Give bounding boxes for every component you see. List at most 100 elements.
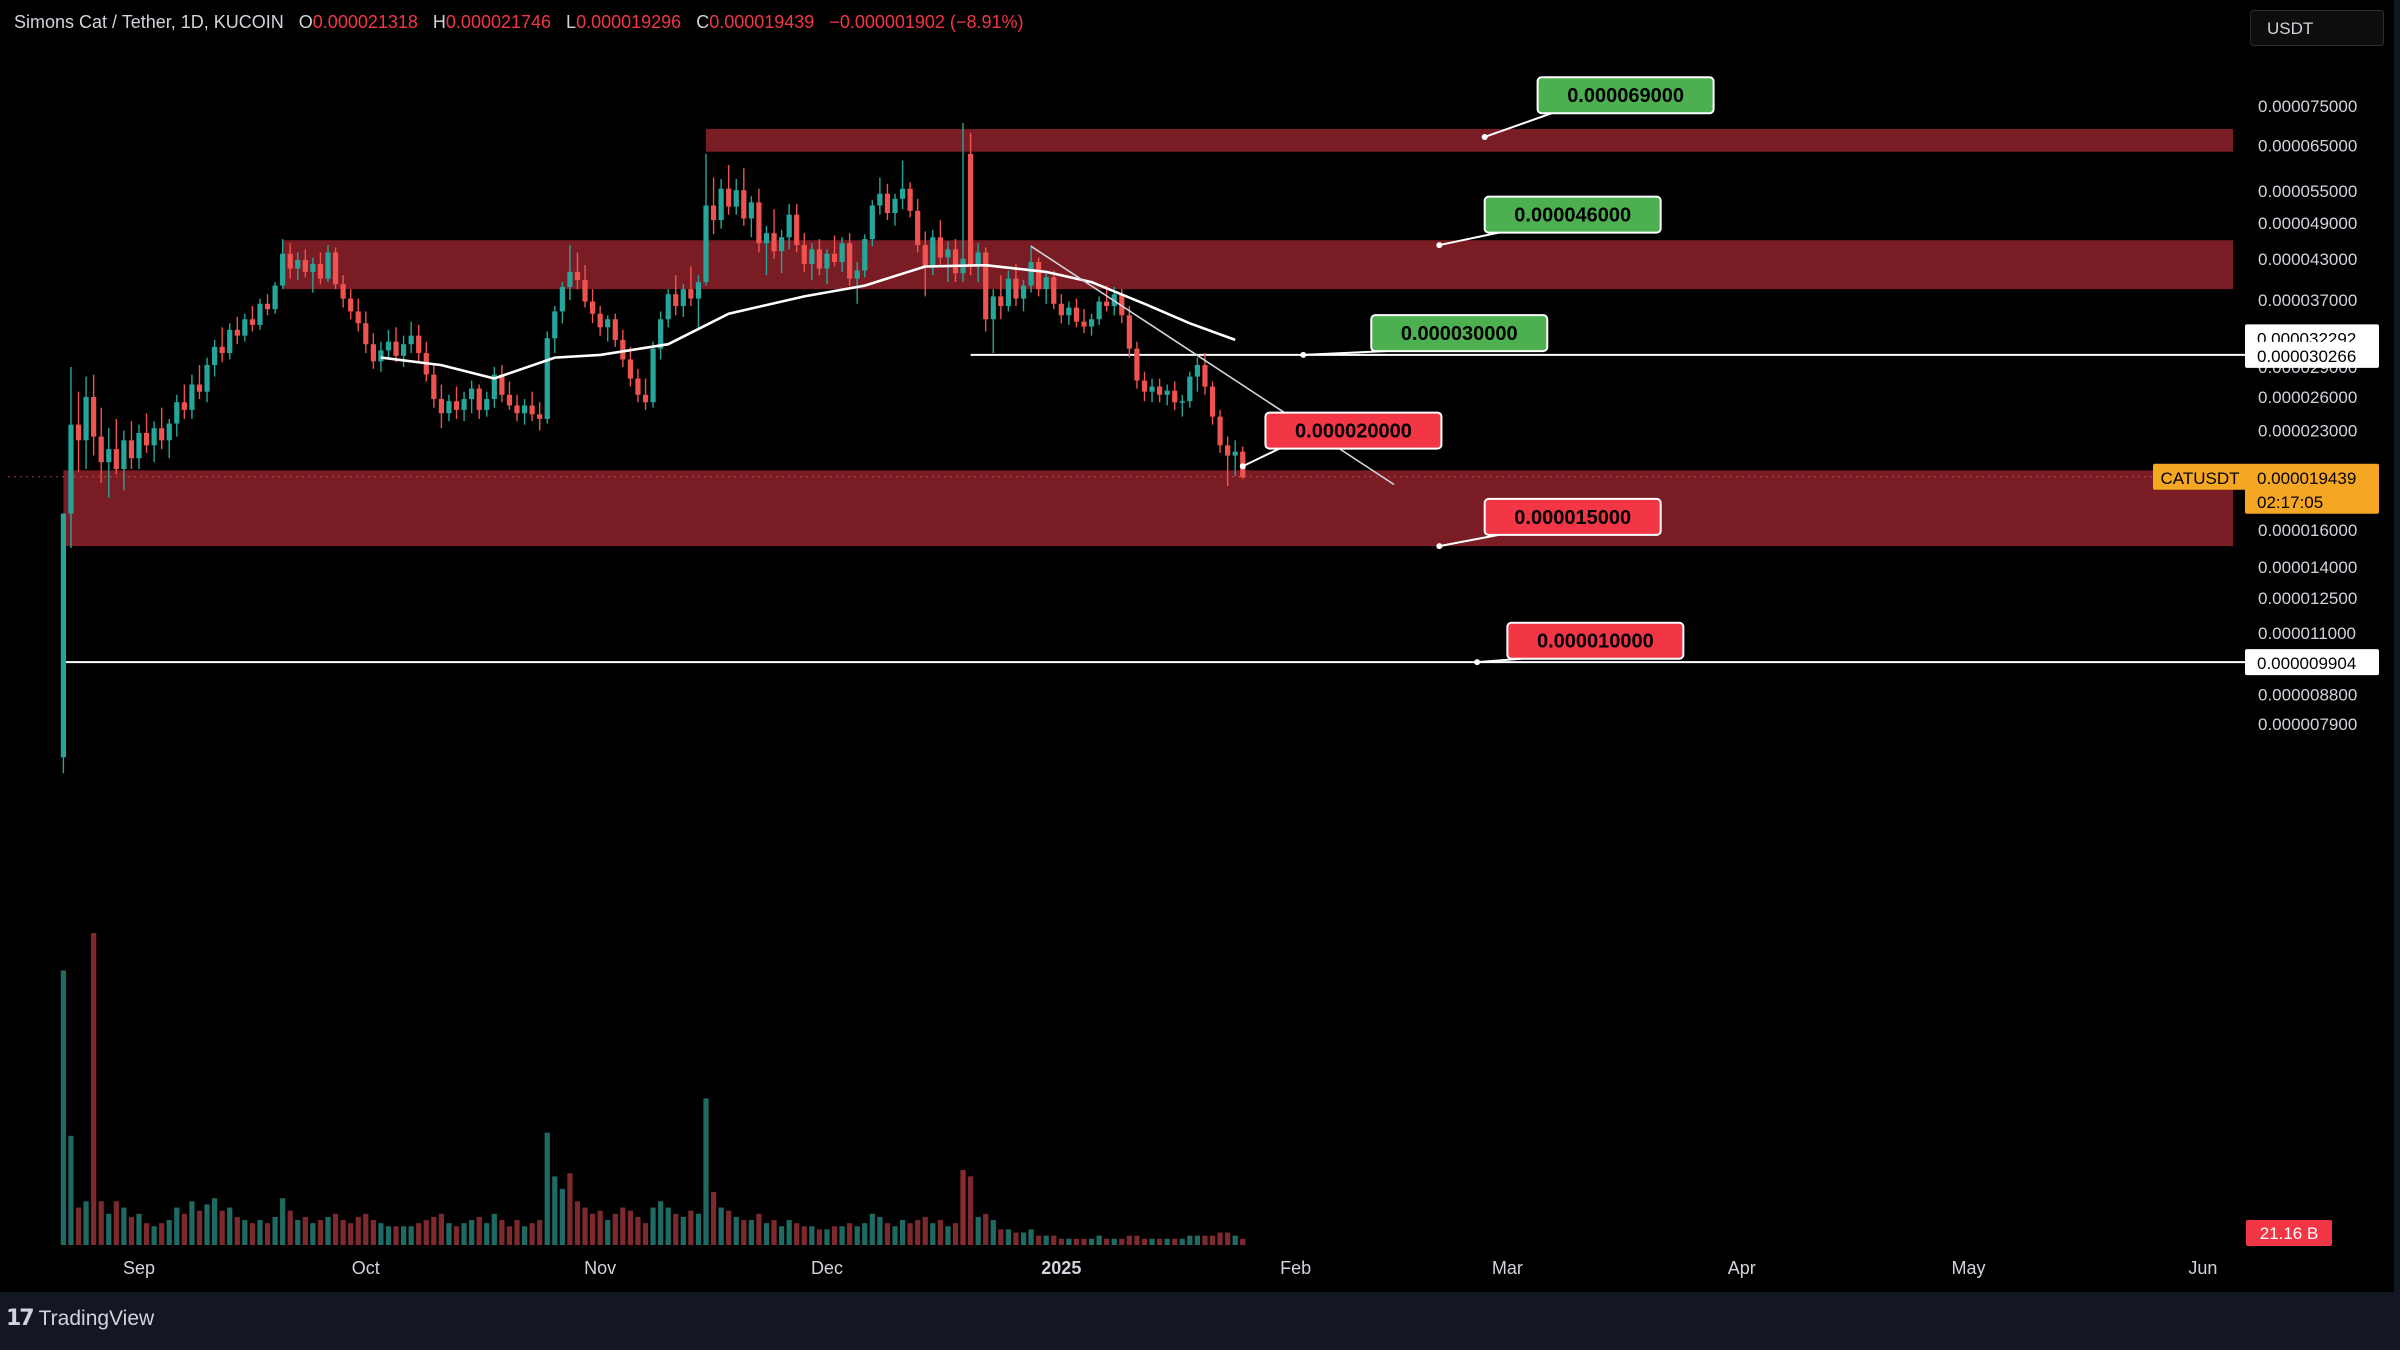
y-axis-label: 0.000075000 <box>2258 97 2357 116</box>
candle-body <box>567 271 573 287</box>
volume-bar <box>340 1220 346 1245</box>
candle-body <box>688 289 694 299</box>
candle-body <box>703 205 709 283</box>
volume-bar <box>952 1223 959 1245</box>
candle-body <box>514 405 520 414</box>
volume-bar <box>1225 1232 1231 1245</box>
y-axis-label: 0.000065000 <box>2258 136 2357 155</box>
volume-bar <box>771 1220 777 1245</box>
x-axis-label: Feb <box>1280 1258 1311 1278</box>
volume-bar <box>1172 1238 1178 1245</box>
volume-bar <box>831 1226 838 1245</box>
candle-body <box>1164 390 1170 395</box>
volume-bar <box>983 1213 989 1245</box>
candle-body <box>718 188 724 221</box>
candle-body <box>650 348 656 403</box>
volume-bar <box>196 1210 203 1245</box>
y-axis-label: 0.000055000 <box>2258 182 2357 201</box>
callout-box[interactable] <box>1536 76 1715 115</box>
volume-bar <box>159 1223 165 1245</box>
volume-bar <box>332 1213 339 1245</box>
volume-bar <box>310 1223 316 1245</box>
candle-body <box>143 432 150 446</box>
volume-bar <box>1119 1238 1125 1245</box>
tradingview-logo[interactable]: 17 TradingView <box>6 1306 154 1331</box>
volume-bar <box>181 1213 187 1245</box>
candle-body <box>847 243 853 279</box>
volume-bar <box>1081 1238 1087 1245</box>
candle-body <box>998 296 1004 307</box>
low-label: L <box>566 12 577 32</box>
volume-bar <box>680 1216 686 1245</box>
candle-body <box>945 249 951 258</box>
volume-bar <box>370 1220 376 1245</box>
candle-body <box>537 414 543 419</box>
candle-body <box>1058 303 1064 316</box>
candle-body <box>60 513 66 758</box>
candle-body <box>574 271 581 281</box>
price-chart[interactable]: 0.000069000 0.000046000 0.000030000 0.00002… <box>0 0 2400 1292</box>
callout-box[interactable] <box>1370 314 1549 353</box>
volume-bar <box>385 1226 392 1245</box>
volume-bar <box>1141 1238 1148 1245</box>
candle-body <box>854 270 860 279</box>
supply-zone-top <box>706 128 2234 152</box>
candle-body <box>673 294 679 307</box>
callout-box[interactable] <box>1264 411 1443 450</box>
volume-bar <box>862 1223 868 1245</box>
volume-bar <box>68 1135 74 1245</box>
volume-bar <box>1187 1235 1193 1245</box>
volume-bar <box>491 1213 497 1245</box>
candle-body <box>68 424 74 514</box>
volume-bar <box>1240 1238 1246 1245</box>
volume-bar <box>257 1220 263 1245</box>
callout-label: 0.000046000 <box>1514 205 1631 227</box>
volume-bar <box>741 1220 747 1245</box>
volume-bar <box>824 1229 830 1245</box>
candle-body <box>1157 386 1163 395</box>
volume-bar <box>559 1188 565 1245</box>
y-axis-label: 0.000026000 <box>2258 388 2357 407</box>
callout-box[interactable] <box>1506 621 1685 660</box>
callout-box[interactable] <box>1483 497 1662 536</box>
high-value: 0.000021746 <box>445 12 552 32</box>
y-axis-label: 0.000049000 <box>2258 214 2357 233</box>
candle-body <box>1179 401 1185 403</box>
candle-body <box>642 394 649 403</box>
volume-bar <box>272 1216 278 1245</box>
x-axis-label: Mar <box>1492 1258 1523 1278</box>
candle-body <box>816 249 822 269</box>
volume-bar <box>763 1223 770 1245</box>
candle-body <box>756 202 762 244</box>
volume-bar <box>1005 1229 1011 1245</box>
candle-body <box>937 237 943 258</box>
volume-bar <box>968 1176 974 1245</box>
candle-body <box>242 319 248 336</box>
volume-bar <box>499 1220 505 1245</box>
candle-body <box>695 282 702 299</box>
currency-button[interactable]: USDT <box>2250 10 2384 46</box>
volume-bar <box>779 1226 785 1245</box>
candle-body <box>325 252 331 279</box>
volume-bar <box>91 933 97 1245</box>
candle-body <box>620 339 626 360</box>
volume-bar <box>718 1207 724 1245</box>
callout-box[interactable] <box>1483 195 1662 234</box>
volume-bar <box>151 1226 157 1245</box>
volume-bar <box>1157 1238 1163 1245</box>
volume-bar <box>60 970 66 1245</box>
candle-body <box>1141 380 1148 392</box>
close-label: C <box>696 12 710 32</box>
callout-anchor <box>1436 543 1443 550</box>
volume-bar <box>423 1220 429 1245</box>
candle-body <box>605 319 611 328</box>
volume-bar <box>990 1220 996 1245</box>
candle-body <box>1209 386 1216 417</box>
volume-bar <box>469 1220 475 1245</box>
volume-bar <box>136 1213 142 1245</box>
candle-body <box>1028 261 1034 286</box>
candle-body <box>990 296 996 320</box>
candle-body <box>839 243 845 262</box>
volume-bar <box>922 1216 928 1245</box>
axis-price-tag <box>2245 649 2379 676</box>
